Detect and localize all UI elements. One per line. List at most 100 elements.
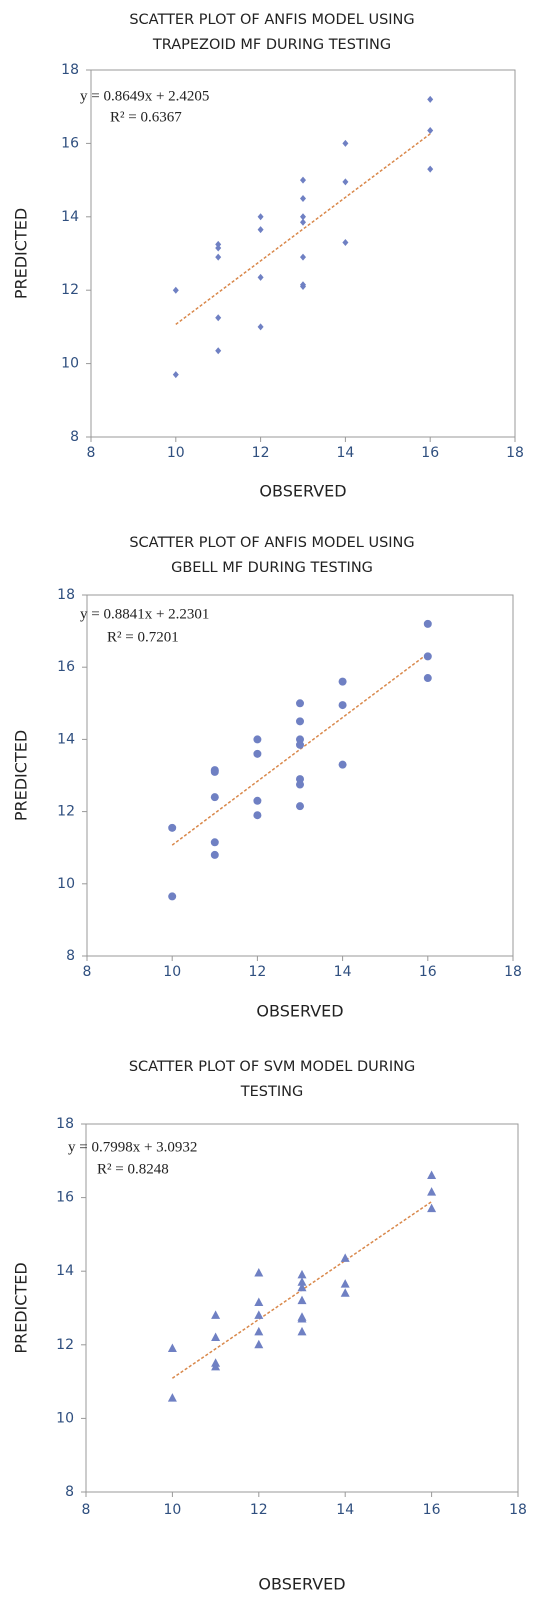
x-tick-label: 18 bbox=[506, 445, 524, 461]
y-tick-label: 10 bbox=[57, 876, 75, 892]
plot-frame bbox=[85, 1123, 519, 1493]
point bbox=[427, 127, 434, 135]
point bbox=[257, 273, 264, 281]
y-tick-label: 14 bbox=[57, 731, 75, 747]
point bbox=[254, 1339, 264, 1349]
annotation: R² = 0.7201 bbox=[107, 629, 179, 645]
point bbox=[215, 244, 222, 252]
point bbox=[211, 1361, 221, 1371]
y-tick-label: 10 bbox=[56, 1410, 74, 1426]
y-tick-label: 18 bbox=[57, 587, 75, 603]
point bbox=[257, 226, 264, 234]
point bbox=[342, 178, 349, 186]
chart-title: SCATTER PLOT OF ANFIS MODEL USING bbox=[129, 535, 414, 551]
chart-title: TRAPEZOID MF DURING TESTING bbox=[152, 37, 391, 53]
x-axis-label: OBSERVED bbox=[259, 482, 346, 501]
point bbox=[427, 95, 434, 103]
trendline bbox=[171, 653, 429, 846]
point bbox=[254, 1297, 264, 1306]
x-tick-label: 8 bbox=[87, 445, 96, 461]
point bbox=[297, 1326, 307, 1336]
point bbox=[172, 371, 179, 379]
x-tick-label: 12 bbox=[252, 445, 270, 461]
point bbox=[297, 1277, 307, 1286]
point bbox=[423, 674, 432, 683]
point bbox=[297, 1282, 307, 1292]
x-axis-label: OBSERVED bbox=[256, 1002, 343, 1021]
point bbox=[427, 1203, 437, 1213]
y-axis-label: PREDICTED bbox=[12, 1262, 31, 1353]
point bbox=[427, 165, 434, 173]
y-tick-label: 12 bbox=[57, 804, 75, 820]
annotation: y = 0.8649x + 2.4205 bbox=[80, 88, 209, 104]
point bbox=[297, 1269, 307, 1279]
point bbox=[253, 749, 262, 758]
point bbox=[340, 1253, 350, 1262]
x-tick-label: 10 bbox=[167, 445, 185, 461]
point bbox=[300, 194, 306, 202]
x-tick-label: 8 bbox=[82, 1502, 91, 1518]
point bbox=[338, 677, 347, 686]
x-tick-label: 14 bbox=[334, 964, 352, 980]
point bbox=[210, 767, 219, 776]
x-tick-label: 18 bbox=[509, 1502, 527, 1518]
annotation: y = 0.7998x + 3.0932 bbox=[68, 1139, 197, 1155]
y-tick-label: 14 bbox=[56, 1263, 74, 1279]
point bbox=[296, 717, 304, 726]
point bbox=[210, 838, 219, 847]
point bbox=[338, 760, 347, 769]
point bbox=[340, 1279, 350, 1288]
point bbox=[300, 176, 306, 184]
y-tick-label: 8 bbox=[66, 948, 75, 964]
point bbox=[215, 253, 222, 261]
annotation: R² = 0.8248 bbox=[97, 1161, 169, 1177]
point bbox=[172, 286, 179, 294]
x-tick-label: 18 bbox=[504, 964, 522, 980]
point bbox=[254, 1310, 264, 1319]
chart-title: TESTING bbox=[240, 1084, 303, 1100]
x-axis-label: OBSERVED bbox=[258, 1575, 345, 1594]
point bbox=[215, 347, 222, 355]
x-tick-label: 16 bbox=[421, 445, 439, 461]
point bbox=[257, 213, 264, 221]
x-tick-label: 10 bbox=[163, 964, 181, 980]
point bbox=[257, 323, 264, 331]
x-tick-label: 8 bbox=[83, 964, 92, 980]
y-tick-label: 8 bbox=[70, 429, 79, 445]
y-tick-label: 12 bbox=[61, 282, 79, 298]
y-tick-label: 8 bbox=[65, 1484, 74, 1500]
y-axis-label: PREDICTED bbox=[12, 208, 31, 299]
point bbox=[254, 1326, 264, 1336]
x-tick-label: 12 bbox=[248, 964, 266, 980]
point bbox=[297, 1314, 307, 1323]
annotation: y = 0.8841x + 2.2301 bbox=[80, 606, 209, 622]
y-tick-label: 16 bbox=[56, 1190, 74, 1206]
y-tick-label: 18 bbox=[61, 62, 79, 78]
chart-title: GBELL MF DURING TESTING bbox=[171, 560, 373, 576]
point bbox=[340, 1288, 350, 1297]
point bbox=[296, 780, 304, 789]
y-tick-label: 16 bbox=[57, 659, 75, 675]
x-tick-label: 16 bbox=[419, 964, 437, 980]
point bbox=[427, 1187, 437, 1196]
point bbox=[211, 1332, 221, 1341]
point bbox=[300, 253, 306, 261]
point bbox=[296, 699, 304, 708]
point bbox=[338, 701, 347, 710]
plot-frame bbox=[86, 594, 514, 957]
point bbox=[342, 238, 349, 246]
y-tick-label: 14 bbox=[61, 209, 79, 225]
point bbox=[297, 1295, 307, 1305]
y-tick-label: 16 bbox=[61, 135, 79, 151]
y-tick-label: 10 bbox=[61, 356, 79, 372]
x-tick-label: 14 bbox=[336, 1502, 354, 1518]
point bbox=[253, 735, 262, 744]
point bbox=[215, 314, 222, 322]
y-axis-label: PREDICTED bbox=[12, 730, 31, 821]
trendline bbox=[175, 133, 431, 325]
plot-frame bbox=[90, 69, 516, 438]
point bbox=[253, 796, 262, 805]
point bbox=[210, 850, 219, 859]
annotation: R² = 0.6367 bbox=[110, 109, 182, 125]
